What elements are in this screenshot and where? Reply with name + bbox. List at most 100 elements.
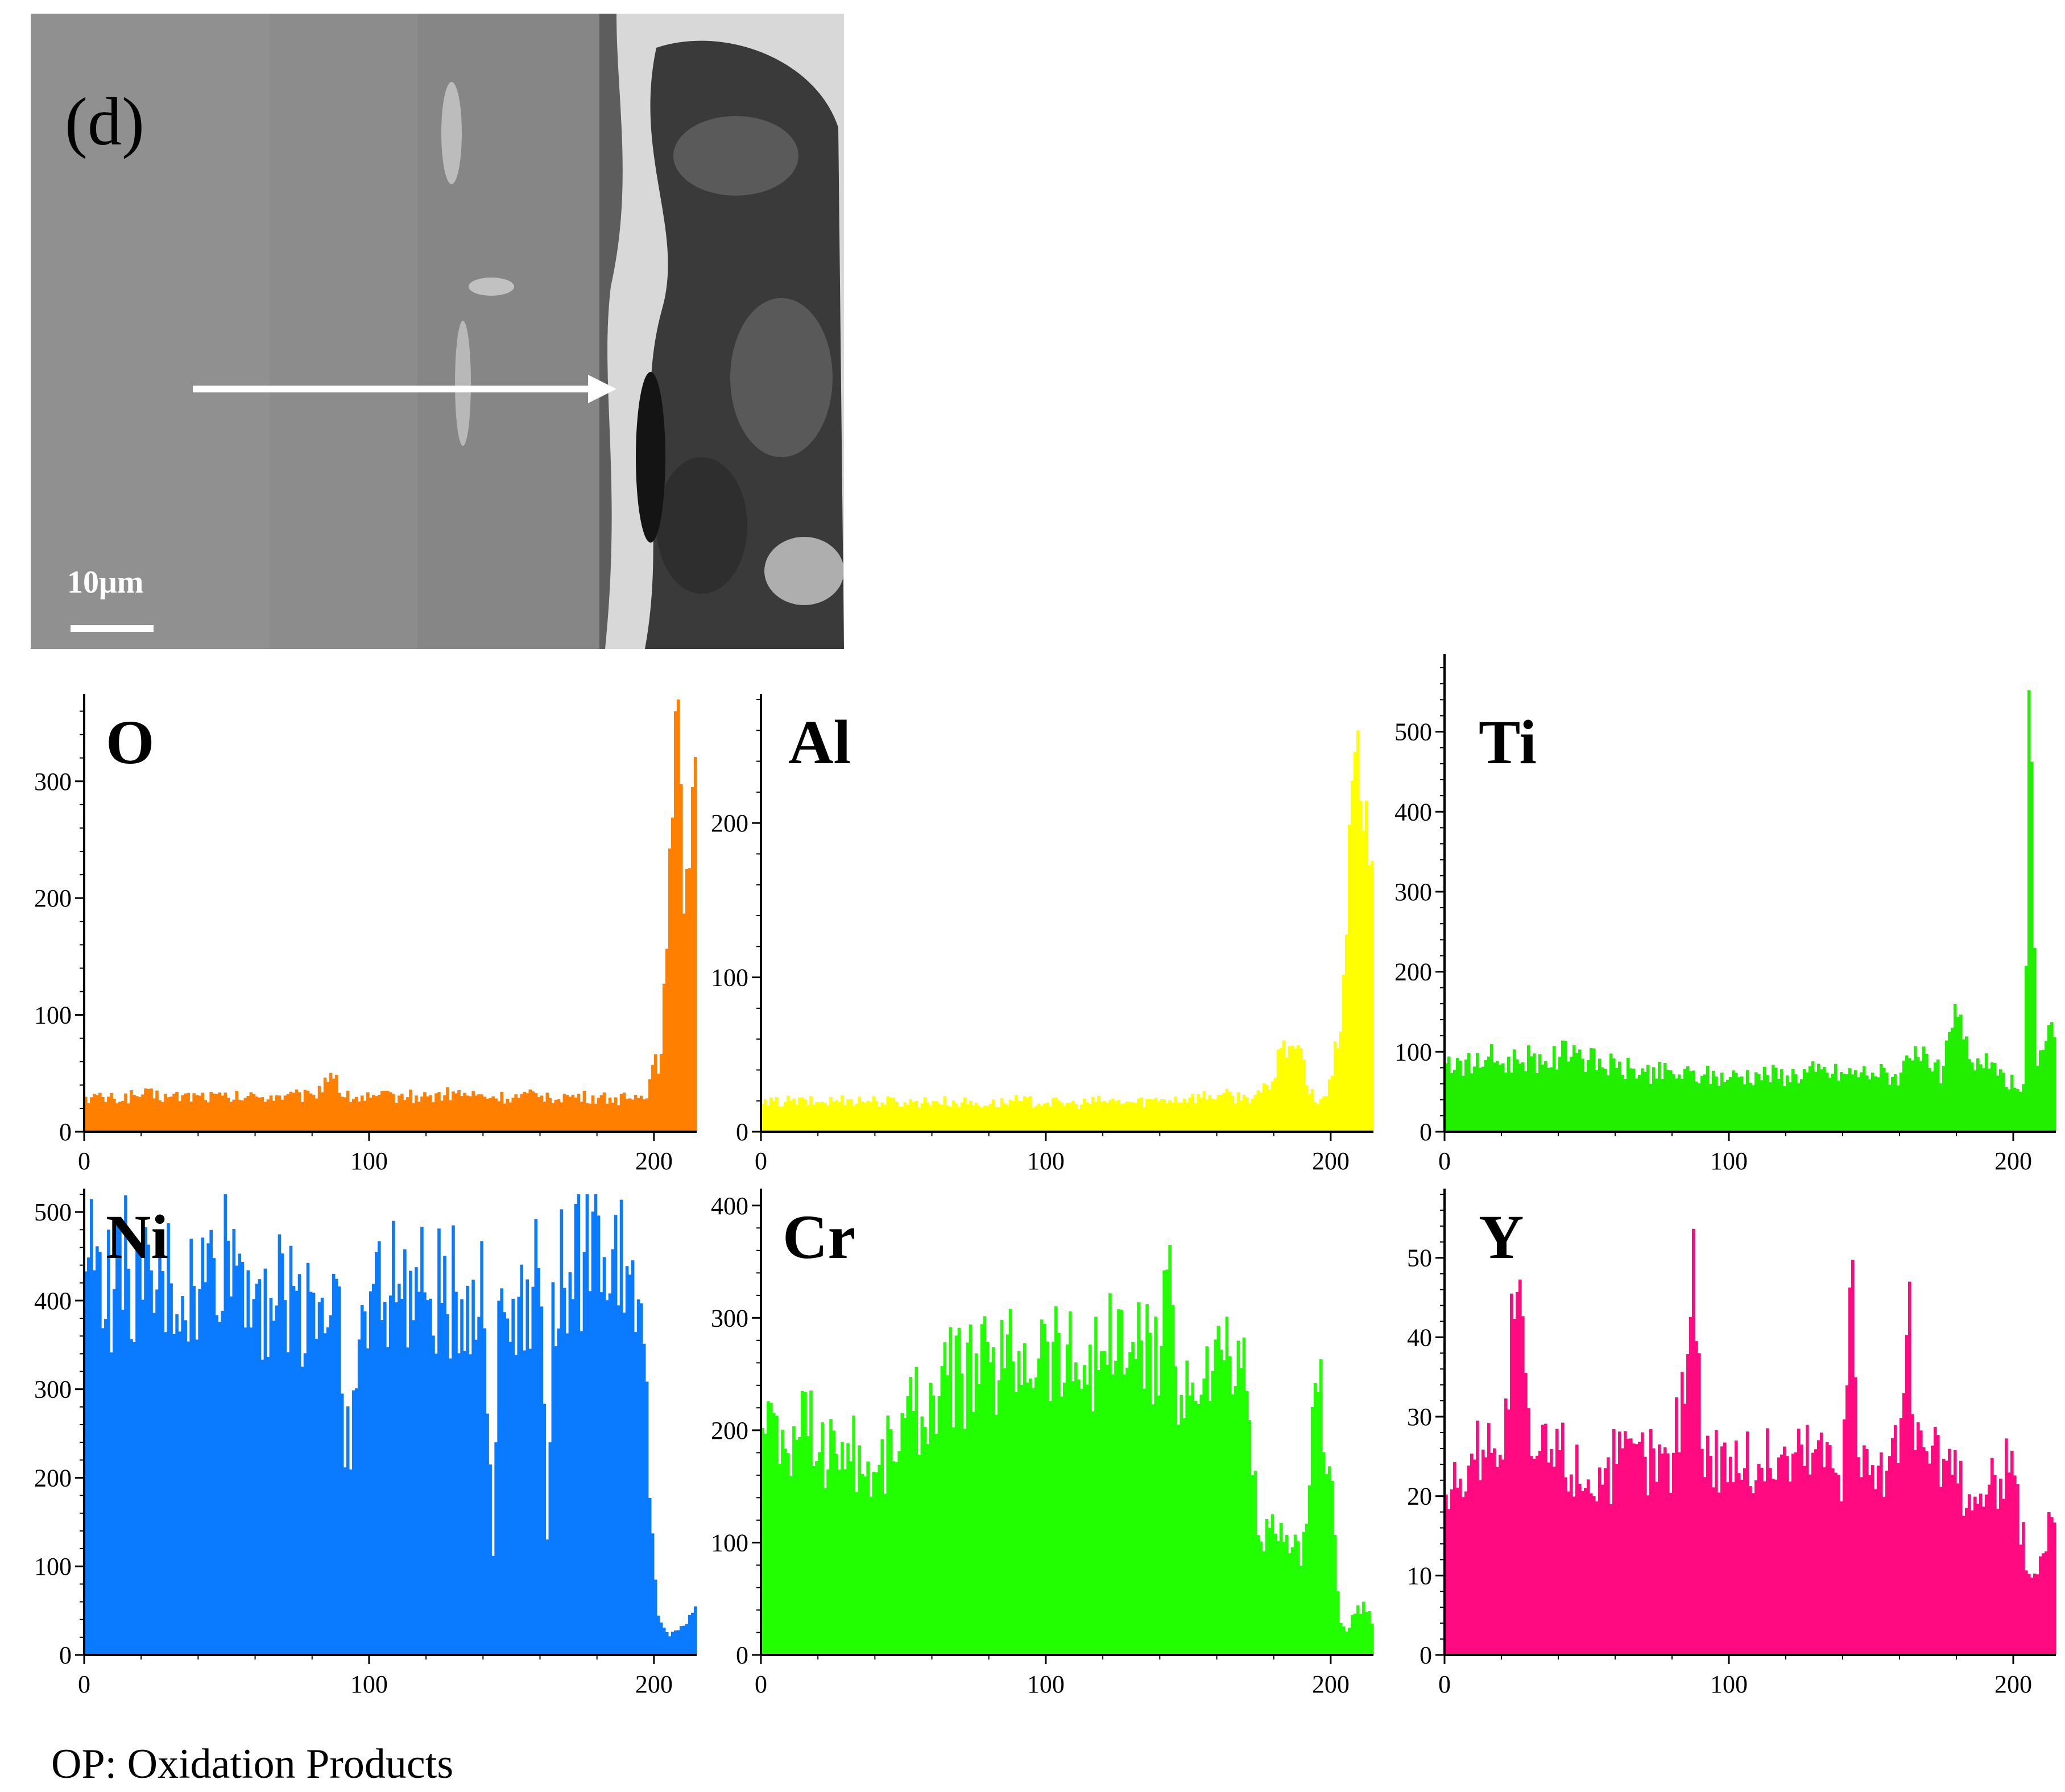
bar bbox=[1199, 1394, 1203, 1655]
bar bbox=[503, 1103, 506, 1132]
bar bbox=[1347, 1628, 1351, 1655]
bar bbox=[2016, 1089, 2020, 1132]
bar bbox=[1584, 1071, 1587, 1132]
bar bbox=[1370, 1623, 1374, 1655]
bar bbox=[1848, 1068, 1852, 1132]
bar bbox=[1322, 1452, 1326, 1655]
bar bbox=[1570, 1474, 1573, 1655]
bar bbox=[260, 1097, 264, 1132]
bar bbox=[1780, 1069, 1783, 1132]
bar bbox=[300, 1102, 304, 1132]
bar bbox=[1695, 1081, 1698, 1132]
bar bbox=[1045, 1102, 1049, 1132]
bar bbox=[1456, 1058, 1459, 1132]
bar bbox=[360, 1305, 364, 1655]
bar bbox=[1757, 1464, 1761, 1655]
bar bbox=[101, 1328, 105, 1655]
bar bbox=[1712, 1070, 1715, 1132]
bar bbox=[1868, 1079, 1872, 1132]
bar bbox=[608, 1293, 612, 1655]
bar bbox=[1604, 1069, 1607, 1132]
bar bbox=[340, 1096, 344, 1132]
bar bbox=[580, 1102, 584, 1132]
sem-micrograph: (d) 10μm bbox=[31, 14, 844, 649]
bar bbox=[517, 1297, 521, 1655]
bar bbox=[906, 1396, 910, 1655]
bar bbox=[195, 1095, 198, 1132]
chart-Cr: 0 100 200 300 400 0 100 200 Cr bbox=[677, 1172, 1382, 1729]
bar bbox=[1037, 1103, 1041, 1132]
bar bbox=[406, 1097, 409, 1132]
bar bbox=[201, 1092, 204, 1132]
bar bbox=[314, 1098, 318, 1132]
bar bbox=[1627, 1057, 1630, 1132]
bar bbox=[1125, 1367, 1129, 1655]
bar bbox=[2042, 1049, 2045, 1132]
bar bbox=[1231, 1095, 1235, 1132]
bar bbox=[1709, 1455, 1712, 1655]
bar bbox=[1703, 1074, 1707, 1132]
bar bbox=[1003, 1103, 1007, 1132]
bar bbox=[1282, 1040, 1286, 1132]
bar bbox=[1578, 1049, 1582, 1132]
bar bbox=[415, 1095, 418, 1132]
bar bbox=[1757, 1074, 1761, 1132]
bar bbox=[639, 1095, 643, 1132]
bar bbox=[1231, 1394, 1235, 1655]
bar bbox=[354, 1388, 358, 1655]
bar bbox=[1516, 1292, 1519, 1655]
bar bbox=[1180, 1394, 1183, 1655]
bar bbox=[1214, 1339, 1218, 1655]
bar bbox=[1590, 1048, 1593, 1132]
y-tick-label: 100 bbox=[34, 1001, 72, 1029]
bar bbox=[1772, 1479, 1775, 1655]
bar bbox=[1228, 1091, 1232, 1132]
bar bbox=[1191, 1383, 1195, 1655]
bar bbox=[892, 1098, 896, 1132]
bar bbox=[255, 1284, 259, 1655]
chart-Ti: 0 100 200 300 400 500 0 100 200 Ti bbox=[1365, 648, 2065, 1183]
bar bbox=[246, 1270, 250, 1655]
bar bbox=[920, 1103, 924, 1132]
bar bbox=[940, 1104, 944, 1132]
bar bbox=[1265, 1518, 1269, 1655]
bar bbox=[1547, 1067, 1550, 1132]
bar bbox=[2045, 1551, 2048, 1655]
bar bbox=[923, 1426, 927, 1655]
bar bbox=[1888, 1085, 1892, 1132]
bar bbox=[238, 1100, 242, 1132]
bar bbox=[1359, 801, 1363, 1132]
bar bbox=[104, 1102, 107, 1132]
bar bbox=[241, 1100, 245, 1132]
bar bbox=[1635, 1444, 1638, 1655]
bar bbox=[1234, 1103, 1238, 1132]
scale-bar-label: 10μm bbox=[67, 565, 144, 600]
bar bbox=[1194, 1400, 1198, 1655]
bar bbox=[1666, 1069, 1670, 1132]
bar bbox=[1783, 1446, 1786, 1655]
bar bbox=[90, 1199, 93, 1655]
x-tick-label: 200 bbox=[1994, 1670, 2032, 1698]
bar bbox=[1191, 1094, 1195, 1132]
bar bbox=[1499, 1065, 1502, 1132]
bar bbox=[520, 1264, 524, 1655]
bar bbox=[1709, 1084, 1712, 1132]
bar bbox=[571, 1094, 575, 1132]
bar bbox=[144, 1088, 147, 1132]
bar bbox=[1851, 1260, 1855, 1655]
bar bbox=[480, 1241, 483, 1655]
bar bbox=[218, 1092, 222, 1132]
bar bbox=[243, 1327, 247, 1655]
bar bbox=[1615, 1464, 1619, 1655]
chart-Ni: 0 100 200 300 400 500 0 100 200 Ni bbox=[0, 1172, 705, 1729]
bar bbox=[409, 1089, 412, 1132]
bar bbox=[93, 1270, 96, 1655]
bar bbox=[446, 1314, 449, 1655]
bar bbox=[1242, 1094, 1246, 1132]
bar bbox=[437, 1092, 441, 1132]
element-label-Y: Y bbox=[1479, 1202, 1524, 1272]
bar bbox=[577, 1094, 581, 1132]
bar bbox=[653, 1054, 657, 1132]
bar bbox=[1171, 1305, 1174, 1655]
bar bbox=[474, 1095, 478, 1132]
